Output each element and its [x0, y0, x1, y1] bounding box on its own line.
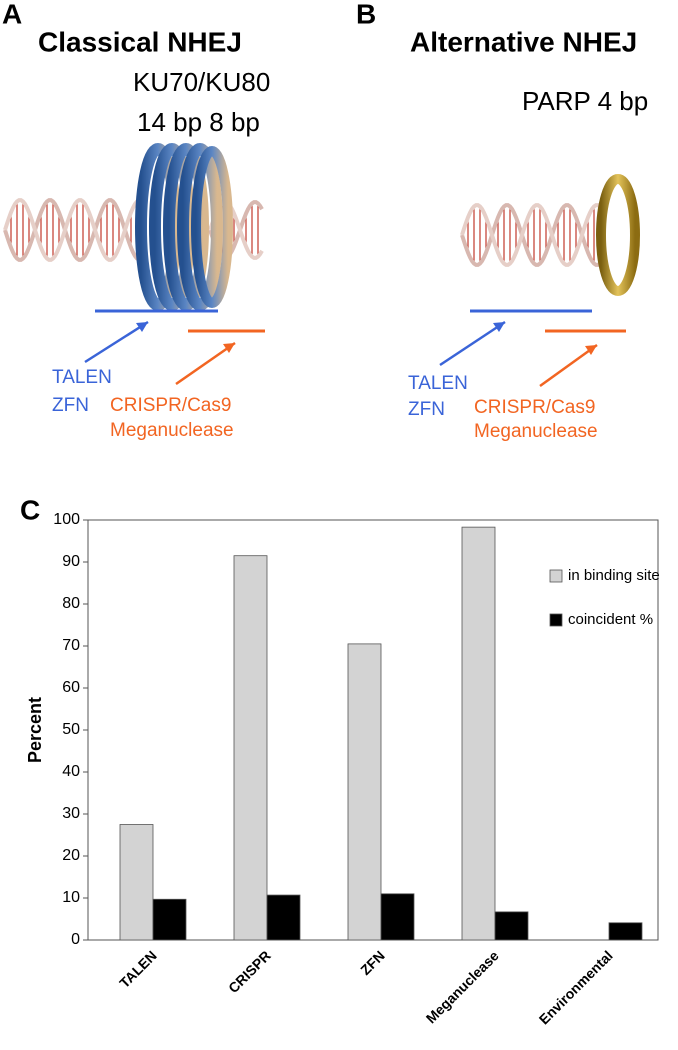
arrow [439, 320, 506, 367]
protein-footprint-label: PARP 4 bp [522, 86, 648, 116]
arrowhead [493, 322, 505, 332]
x-tick-label: CRISPR [225, 947, 274, 996]
arrow [539, 343, 598, 388]
parp-ring [596, 174, 640, 296]
bar [494, 911, 529, 941]
x-tick-label: Environmental [536, 947, 616, 1027]
bar [119, 824, 154, 941]
legend-swatch [549, 613, 563, 627]
panel-letter: B [356, 0, 376, 29]
x-tick-label: Meganuclease [423, 947, 502, 1026]
bar [233, 555, 268, 941]
y-tick-label: 70 [62, 637, 80, 654]
y-tick-label: 60 [62, 679, 80, 696]
nuclease-label: Meganuclease [110, 420, 234, 441]
x-tick-label: ZFN [357, 947, 388, 978]
y-tick-label: 100 [53, 511, 80, 528]
panel-title: Classical NHEJ [38, 26, 242, 57]
y-tick-label: 10 [62, 889, 80, 906]
panel-letter: C [20, 494, 40, 525]
strand [460, 203, 602, 267]
arrowhead [136, 322, 148, 332]
nuclease-label: ZFN [408, 399, 445, 420]
x-tick-label: TALEN [116, 947, 160, 991]
legend-label: coincident % [568, 611, 653, 628]
arrow [175, 341, 236, 386]
bar [608, 922, 643, 941]
dna-illustrations [3, 198, 602, 267]
strand [3, 198, 141, 262]
nuclease-label: CRISPR/Cas9 [474, 397, 595, 418]
y-tick-label: 0 [71, 931, 80, 948]
ku-rings [135, 143, 233, 311]
arrowhead [585, 345, 597, 355]
nuclease-label: CRISPR/Cas9 [110, 395, 231, 416]
y-axis-title: Percent [25, 697, 45, 763]
legend-label: in binding site [568, 567, 660, 584]
y-tick-label: 30 [62, 805, 80, 822]
y-tick-label: 40 [62, 763, 80, 780]
nuclease-label: TALEN [408, 373, 468, 394]
protein-label: KU70/KU80 [133, 67, 270, 97]
strand [3, 198, 141, 262]
bar [152, 898, 187, 941]
nuclease-label: TALEN [52, 367, 112, 388]
bar [347, 643, 382, 941]
bar [461, 526, 496, 941]
y-tick-label: 50 [62, 721, 80, 738]
footprint-label: 14 bp 8 bp [137, 107, 260, 137]
strand [460, 203, 602, 267]
arrowhead [223, 343, 235, 353]
nuclease-label: ZFN [52, 395, 89, 416]
arrow [84, 320, 149, 364]
nuclease-label: Meganuclease [474, 421, 598, 442]
panel-title: Alternative NHEJ [410, 26, 637, 57]
legend-swatch [549, 569, 563, 583]
panel-letter: A [2, 0, 22, 29]
y-tick-label: 80 [62, 595, 80, 612]
bar [266, 894, 301, 941]
y-tick-label: 20 [62, 847, 80, 864]
bar [380, 893, 415, 941]
y-tick-label: 90 [62, 553, 80, 570]
